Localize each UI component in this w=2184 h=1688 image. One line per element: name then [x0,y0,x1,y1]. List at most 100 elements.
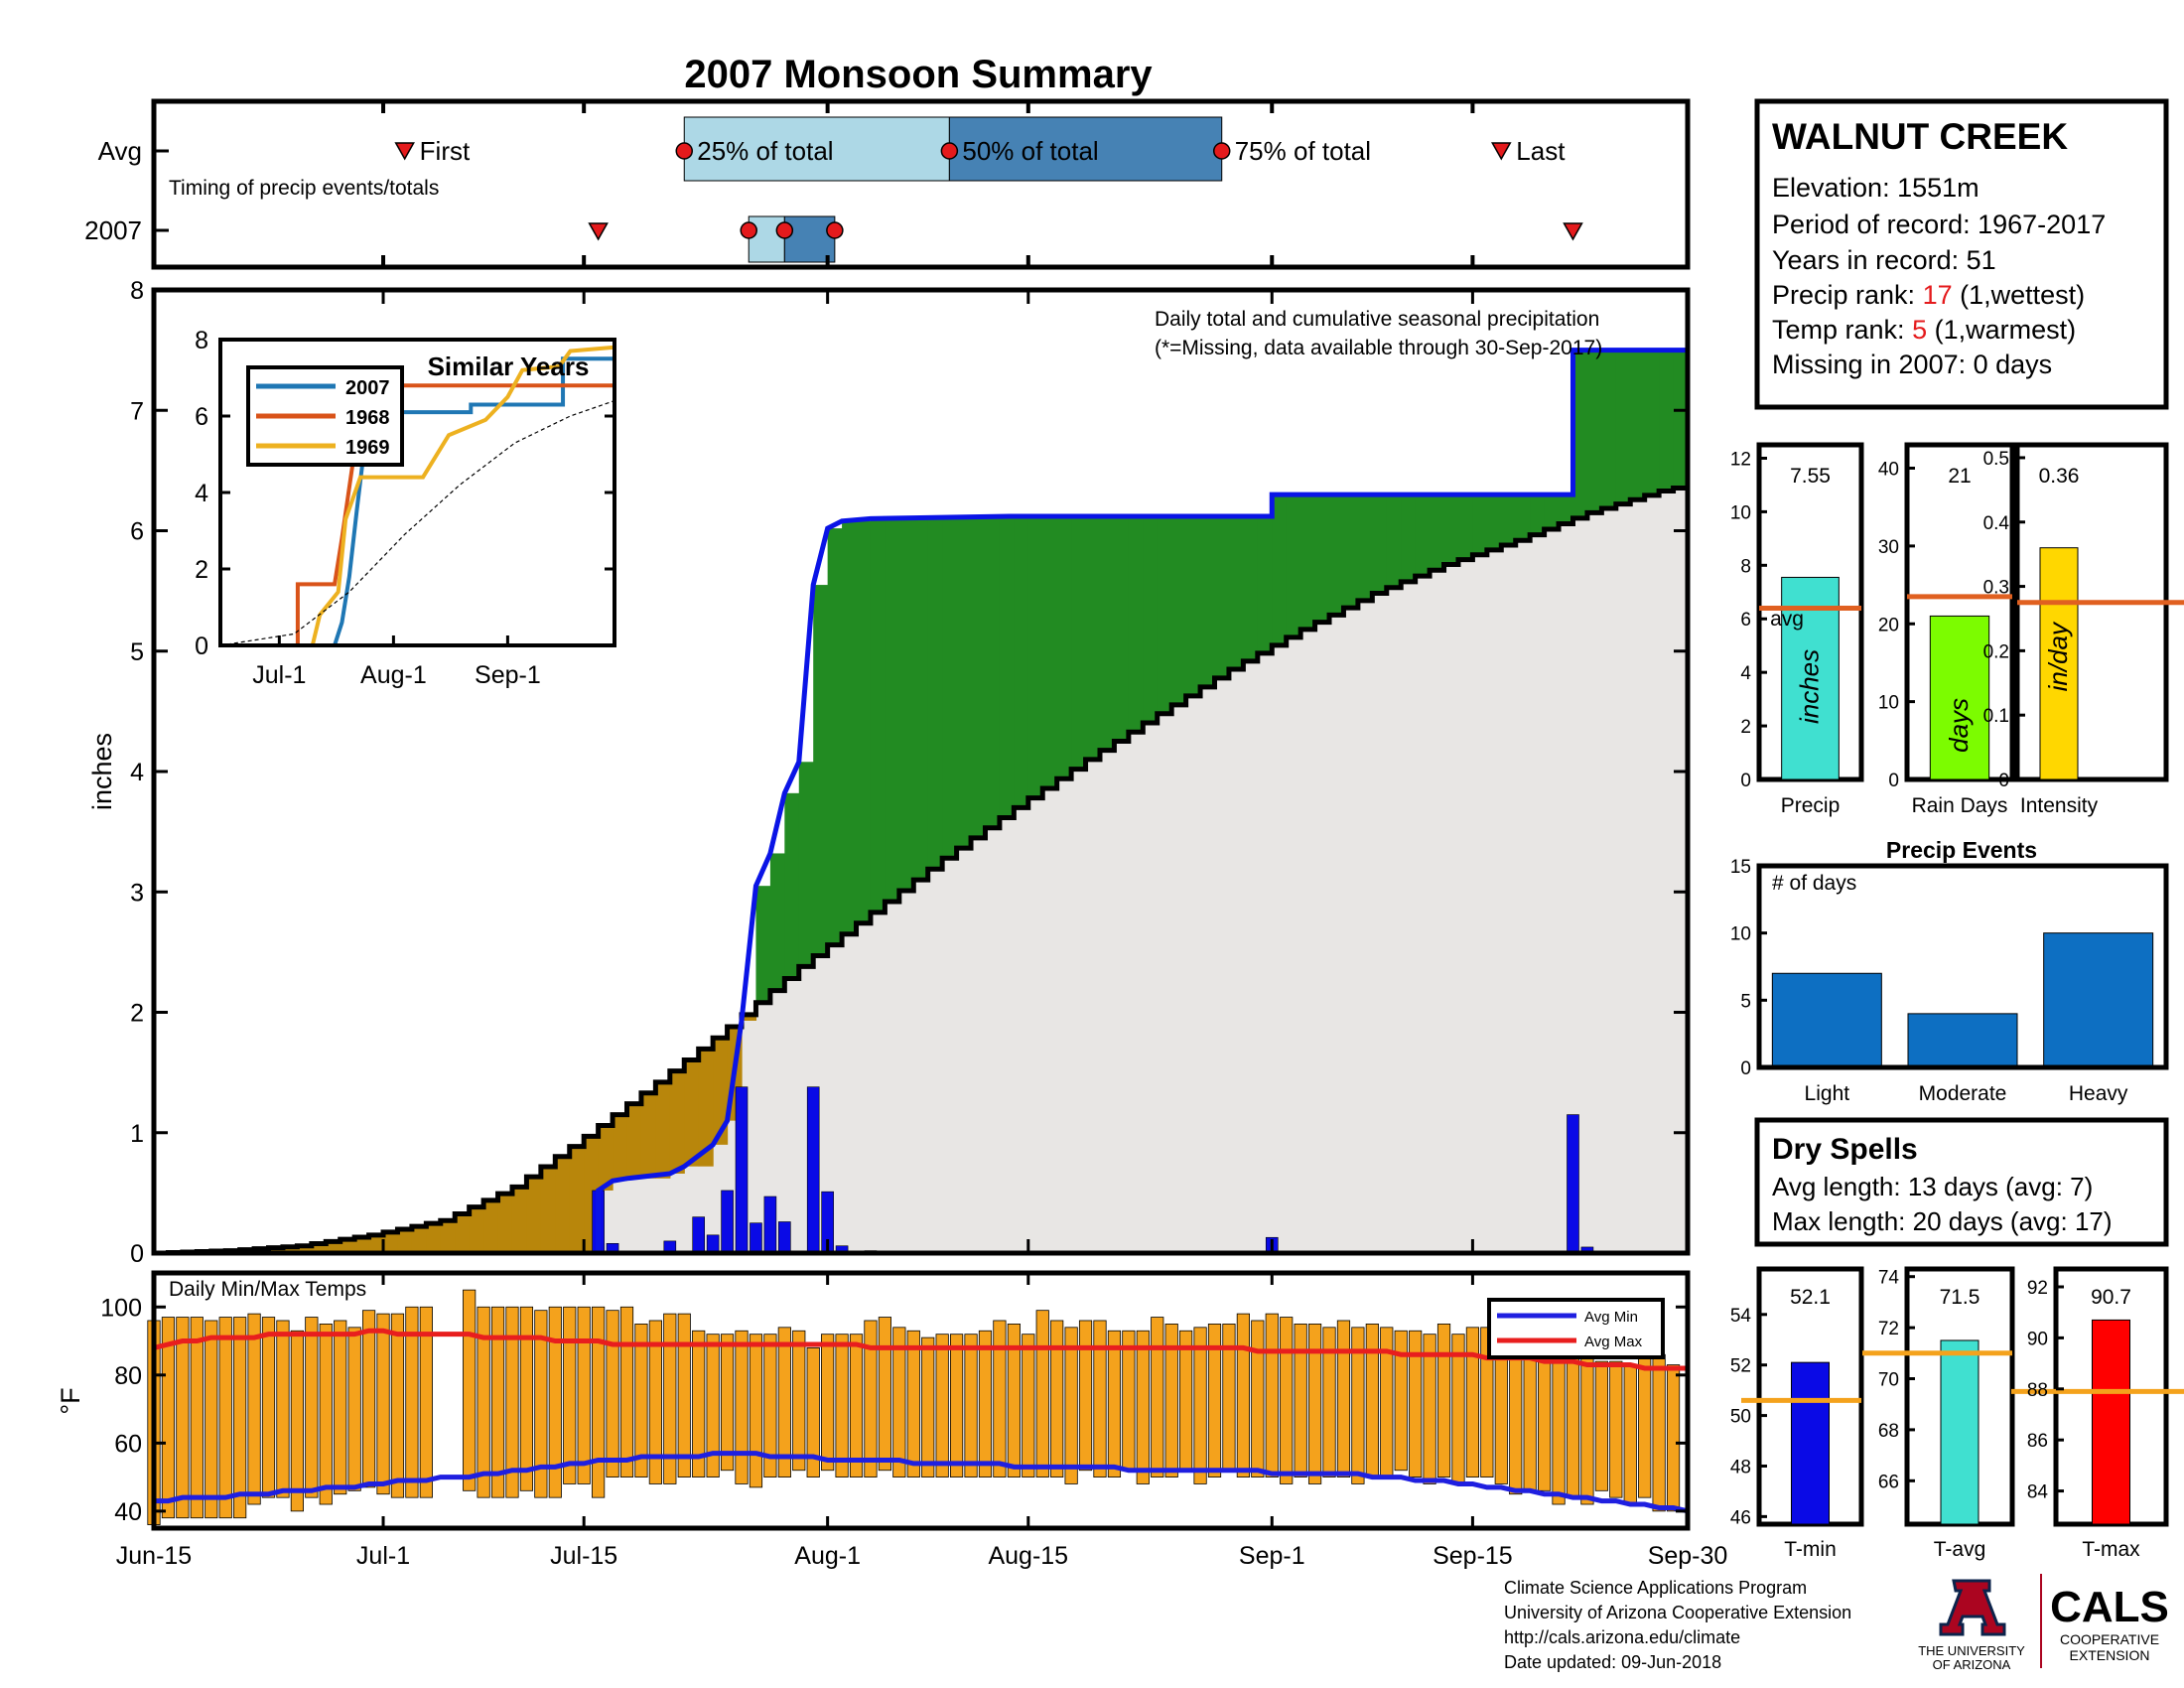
deficit-fill-segment [526,1177,542,1253]
avg-p75-label: 75% of total [1235,136,1371,166]
daily-temp-bar [1652,1353,1666,1512]
daily-temp-bar [692,1330,706,1477]
daily-temp-bar [720,1334,735,1472]
surplus-fill-segment [1659,350,1675,492]
deficit-fill-segment [684,1059,700,1167]
temp-xtick-label: Sep-15 [1433,1542,1513,1570]
temp-plot-frame [151,1270,1691,1531]
timing-layer: First 25% of total 50% of total 75% of tota… [152,101,1690,267]
precip-ytick-label: 2 [130,1000,144,1028]
temp-summary-tick-label-tmax: 84 [2027,1482,2049,1503]
daily-temp-bar [1151,1317,1164,1477]
surplus-fill-segment [898,518,914,892]
precip-avg-label: avg [1770,608,1804,631]
temp-summary-tick-label-tmin: 54 [1730,1306,1752,1327]
temp-summary-tick-label-tavg: 72 [1878,1319,1899,1339]
surplus-fill-segment [827,528,843,945]
surplus-fill-segment [971,518,987,838]
daily-precip-bar [1567,1114,1579,1254]
daily-temp-bar [1280,1317,1294,1484]
legend-label-1969: 1969 [345,437,390,459]
surplus-fill-segment [1157,515,1172,714]
precip-ytick-label: 8 [130,277,144,305]
chart-title: 2007 Monsoon Summary [684,53,1153,96]
daily-temp-bar [1336,1320,1351,1478]
surplus-fill-segment [842,520,858,934]
surplus-fill-segment [1286,494,1301,637]
daily-temp-bar [1251,1320,1265,1478]
temp-xtick-label: Jul-1 [356,1542,410,1570]
avg-p50-label: 50% of total [962,136,1098,166]
summary-bar-intensity [2039,547,2079,780]
summary-tick-label-rain_days: 10 [1878,693,1899,714]
daily-temp-bar [534,1310,548,1498]
avg-p25-marker [675,142,694,160]
deficit-fill-segment [311,1243,327,1253]
avg-min-line [154,1451,1689,1514]
precip-events-layer: Light Moderate Heavy 0 5 10 15 [1730,857,2169,1105]
surplus-fill-segment [1486,494,1502,550]
surplus-fill-segment [1185,515,1201,696]
legend-label-1968: 1968 [345,407,390,429]
surplus-fill-segment [1042,515,1058,788]
daily-temp-bar [606,1310,619,1478]
inset-ytick-label: 8 [195,327,208,354]
daily-temp-bar [205,1320,218,1519]
inset-line-1969 [220,345,615,647]
deficit-fill-segment [383,1231,399,1253]
temp-xtick-label: Jun-15 [116,1542,192,1570]
summary-label-precip: Precip [1781,794,1841,817]
summary-tick-label-rain_days: 30 [1878,537,1899,558]
daily-precip-bar [750,1222,762,1254]
surplus-fill-segment [1329,494,1345,616]
temp-summary-value-tmax: 90.7 [2091,1286,2131,1309]
inset-legend: 2007 1968 1969 [246,365,404,467]
daily-temp-bar [1193,1327,1207,1484]
avg-p25-label: 25% of total [697,136,833,166]
temp-rank-suffix: (1,warmest) [1927,315,2076,345]
deficit-fill-segment [368,1234,384,1253]
inset-ytick-label: 0 [195,633,208,660]
daily-precip-bar [721,1190,734,1254]
summary-tick-label-precip: 0 [1740,771,1751,791]
station-precip-rank: Precip rank: 17 (1,wettest) [1772,280,2085,310]
summary-bars: 7.55 Precip inches 0 2 4 6 8 10 12 21 Rain Days days… [1730,442,2184,817]
daily-temp-bar [763,1334,777,1478]
daily-precip-bar [735,1086,749,1254]
station-years: Years in record: 51 [1772,245,1996,275]
daily-temp-bar [921,1336,935,1478]
surplus-fill-segment [1314,494,1330,623]
summary-bar-precip [1781,576,1840,780]
daily-temp-bar [233,1317,247,1519]
surplus-fill-segment [1586,350,1602,513]
daily-temp-bar [176,1317,190,1519]
timing-row-label-2007: 2007 [84,215,142,245]
daily-temp-bar [577,1306,591,1484]
summary-label-rain_days: Rain Days [1912,794,2008,817]
daily-temp-bar [663,1313,677,1484]
dry-spells-title: Dry Spells [1772,1133,1918,1166]
timing-row-label-avg: Avg [98,136,142,166]
precip-events-tick-label: 5 [1740,991,1751,1012]
temp-summary-tick-label-tmax: 86 [2027,1431,2048,1452]
daily-precip-bar [692,1216,705,1254]
temp-summary-tick-label-tmax: 90 [2027,1329,2048,1349]
inset-ytick-label: 6 [195,403,208,431]
temp-summary-tick-label-tavg: 66 [1878,1472,1899,1492]
daily-temp-bar [1164,1324,1178,1478]
precip-ytick-label: 0 [130,1240,144,1268]
deficit-fill-segment [469,1206,484,1253]
deficit-fill-segment [613,1114,628,1182]
daily-temp-bar [1050,1320,1064,1478]
surplus-fill-segment [1272,494,1288,645]
daily-temp-bar [1351,1327,1365,1484]
avg-p50-marker [940,142,959,160]
daily-temp-bar [1179,1330,1193,1472]
temp-summary-bars: 52.1 T-min 46 48 50 52 54 71.5 T-avg 66 68 70 72 74 90… [1730,1266,2184,1561]
precip-events-frame [1756,863,2169,1070]
surplus-fill-segment [1401,494,1417,582]
temp-note: Daily Min/Max Temps [169,1278,366,1301]
inset-ytick-label: 4 [195,480,208,507]
daily-temp-bar [334,1320,347,1495]
summary-tick-label-precip: 4 [1740,663,1751,684]
